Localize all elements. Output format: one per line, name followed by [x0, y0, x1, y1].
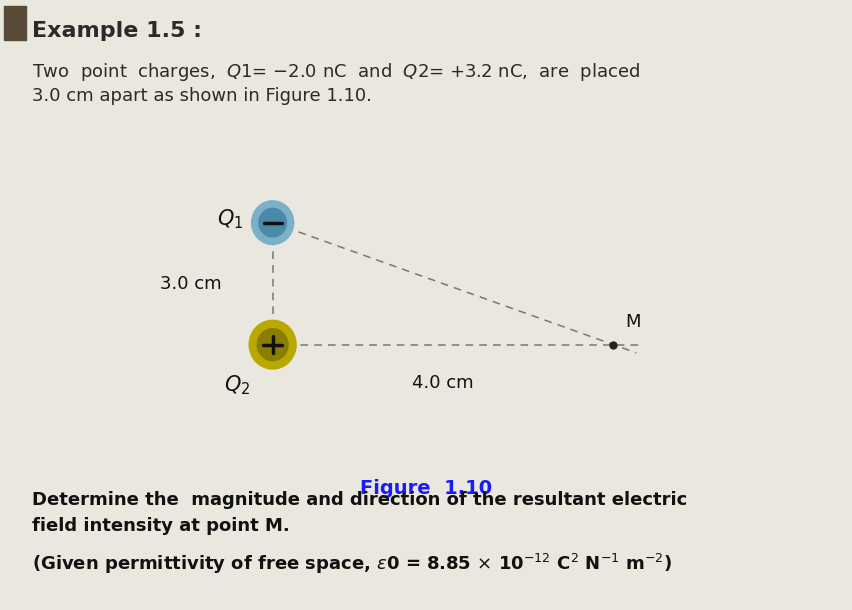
Text: $\mathit{Q}_1$: $\mathit{Q}_1$: [217, 207, 244, 231]
Ellipse shape: [249, 320, 296, 369]
FancyBboxPatch shape: [4, 6, 26, 40]
Text: Figure  1.10: Figure 1.10: [360, 479, 492, 498]
Text: (Given permittivity of free space, $\varepsilon$0 = 8.85 $\times$ 10$^{-12}$ C$^: (Given permittivity of free space, $\var…: [32, 552, 672, 576]
Text: field intensity at point M.: field intensity at point M.: [32, 517, 291, 535]
Text: M: M: [625, 313, 641, 331]
Ellipse shape: [257, 329, 288, 361]
Ellipse shape: [251, 201, 294, 245]
Text: Example 1.5 :: Example 1.5 :: [32, 21, 203, 41]
Ellipse shape: [259, 209, 286, 237]
Text: Determine the  magnitude and direction of the resultant electric: Determine the magnitude and direction of…: [32, 491, 688, 509]
Text: Two  point  charges,  $\mathit{Q}1$= $-$2.0 nC  and  $\mathit{Q}2$= +3.2 nC,  ar: Two point charges, $\mathit{Q}1$= $-$2.0…: [32, 61, 641, 83]
Text: $\mathit{Q}_2$: $\mathit{Q}_2$: [224, 373, 250, 396]
Text: 3.0 cm: 3.0 cm: [160, 274, 222, 293]
Text: 4.0 cm: 4.0 cm: [412, 374, 474, 392]
Text: 3.0 cm apart as shown in Figure 1.10.: 3.0 cm apart as shown in Figure 1.10.: [32, 87, 372, 105]
